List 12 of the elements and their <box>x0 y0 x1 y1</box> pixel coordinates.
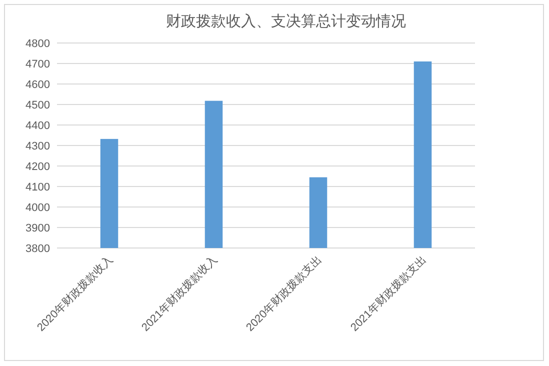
y-tick-label: 4300 <box>26 140 50 152</box>
y-tick-label: 3900 <box>26 222 50 234</box>
y-tick-label: 4700 <box>26 58 50 70</box>
y-tick-label: 4800 <box>26 38 50 50</box>
chart-title: 财政拨款收入、支决算总计变动情况 <box>166 13 406 30</box>
y-tick-label: 4500 <box>26 100 50 112</box>
y-tick-label: 4600 <box>26 79 50 91</box>
y-tick-label: 4400 <box>26 120 50 132</box>
y-tick-label: 4100 <box>26 182 50 194</box>
y-tick-label: 4200 <box>26 161 50 173</box>
y-tick-label: 3800 <box>26 243 50 255</box>
y-tick-label: 4000 <box>26 202 50 214</box>
